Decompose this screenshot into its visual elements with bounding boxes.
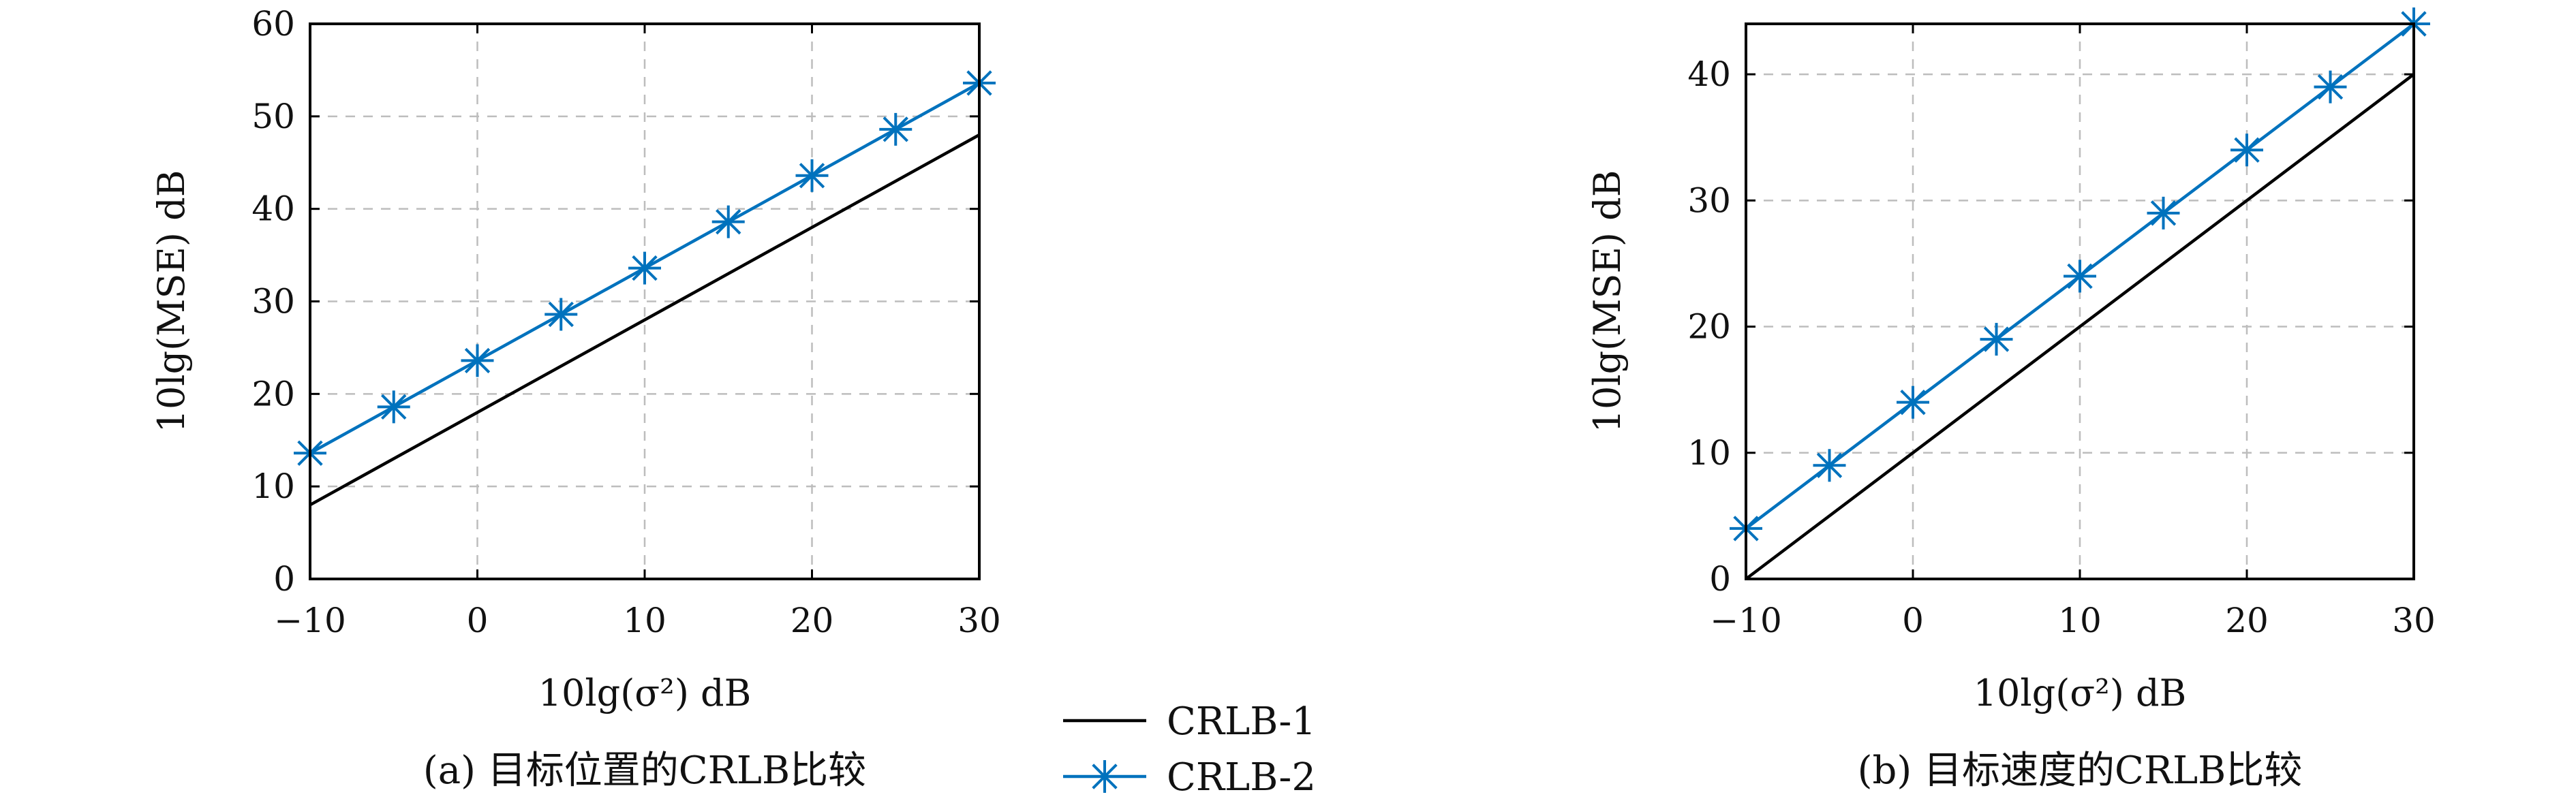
chart-b-frame xyxy=(1745,22,2415,580)
legend-asterisk xyxy=(1088,760,1121,793)
x-tick-label: 10 xyxy=(623,601,666,640)
chart-a-grid xyxy=(310,24,979,579)
y-tick-label: 50 xyxy=(251,97,295,136)
data-point xyxy=(1813,449,1846,482)
y-tick-label: 20 xyxy=(251,374,295,413)
x-tick-label: −10 xyxy=(1710,601,1782,640)
legend-marker-crlb2 xyxy=(1088,760,1121,793)
y-axis-label: 10lg(MSE) dB xyxy=(150,170,193,433)
chart-a-caption: (a) 目标位置的CRLB比较 xyxy=(423,749,866,793)
data-point xyxy=(795,159,829,192)
x-tick-label: 30 xyxy=(2392,601,2436,640)
chart-b-grid xyxy=(1746,24,2414,579)
x-axis-label: 10lg(σ²) dB xyxy=(538,672,752,714)
x-tick-label: 10 xyxy=(2058,601,2102,640)
chart-a-position: (a) 目标位置的CRLB比较 −10 0 10 20 3001020304050601… xyxy=(150,4,1001,793)
series-line-crlb-1 xyxy=(309,134,981,507)
legend-label-crlb1: CRLB-1 xyxy=(1167,700,1316,744)
y-tick-label: 30 xyxy=(1687,180,1731,220)
y-tick-label: 40 xyxy=(1687,54,1731,94)
series-line-crlb-1 xyxy=(1745,73,2415,580)
y-tick-label: 0 xyxy=(273,559,295,599)
data-point xyxy=(1980,323,2013,356)
legend: CRLB-1 CRLB-2 xyxy=(1063,700,1316,800)
x-tick-label: −10 xyxy=(274,601,346,640)
x-tick-label: 0 xyxy=(467,601,489,640)
y-tick-label: 10 xyxy=(1687,433,1731,473)
legend-label-crlb2: CRLB-2 xyxy=(1167,755,1316,800)
data-point xyxy=(2230,134,2263,167)
data-point xyxy=(711,205,745,238)
x-tick-label: 20 xyxy=(791,601,834,640)
data-point xyxy=(1897,386,1929,419)
data-point xyxy=(377,390,410,424)
data-point xyxy=(2314,70,2347,104)
x-tick-label: 0 xyxy=(1902,601,1924,640)
x-tick-label: 30 xyxy=(957,601,1001,640)
y-tick-label: 0 xyxy=(1709,559,1731,599)
data-point xyxy=(461,344,494,377)
y-tick-label: 10 xyxy=(251,467,295,506)
chart-b-velocity: (b) 目标速度的CRLB比较 −10 0 10 20 3001020304010lg(… xyxy=(1586,7,2436,793)
x-axis-label: 10lg(σ²) dB xyxy=(1974,672,2187,714)
data-point xyxy=(628,251,661,285)
y-tick-label: 40 xyxy=(251,189,295,229)
data-point xyxy=(2064,260,2096,293)
y-tick-label: 60 xyxy=(251,4,295,44)
y-tick-label: 30 xyxy=(251,282,295,321)
data-point xyxy=(545,298,578,331)
data-point xyxy=(879,112,913,146)
chart-b-caption: (b) 目标速度的CRLB比较 xyxy=(1858,749,2303,793)
y-axis-label: 10lg(MSE) dB xyxy=(1586,170,1629,433)
data-point xyxy=(2147,196,2180,230)
x-tick-label: 20 xyxy=(2225,601,2269,640)
y-tick-label: 20 xyxy=(1687,307,1731,347)
